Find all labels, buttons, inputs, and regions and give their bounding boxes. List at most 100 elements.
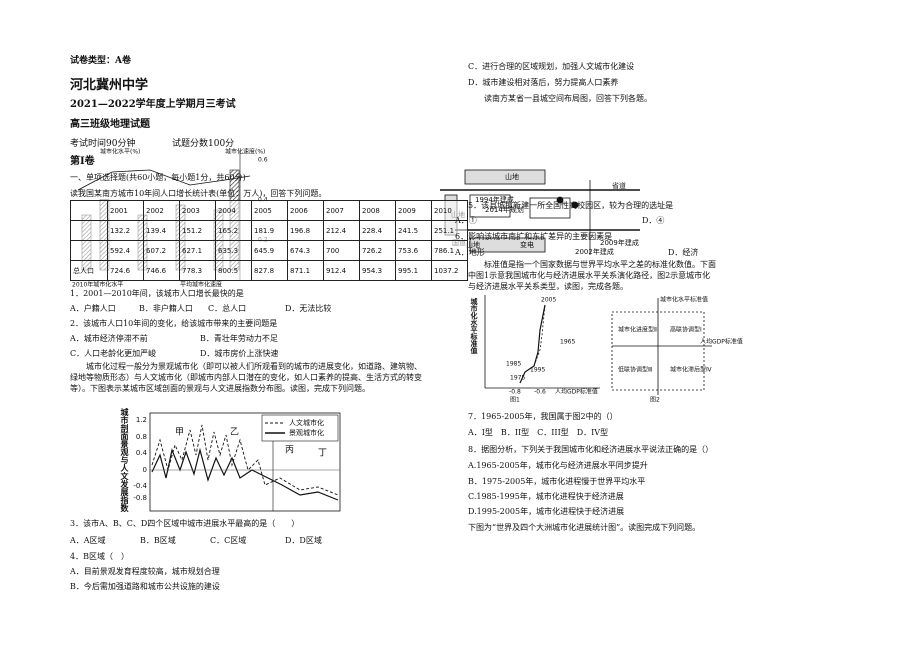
profile-legend-box	[261, 414, 339, 442]
value-cell: 995.1	[395, 260, 432, 281]
year-cell: 2010	[431, 200, 468, 221]
year-cell: 2004	[215, 200, 252, 221]
year-point-label: 1985	[506, 361, 521, 368]
text-line: 一、单项选择题(共60小题，每小题1分，共60分)	[70, 173, 246, 182]
value-cell: 726.2	[359, 240, 396, 261]
text-line: 2．该城市人口10年间的变化，给该城市带来的主要问题是	[70, 319, 278, 328]
text-line: B．青壮年劳动力不足	[200, 334, 278, 343]
year-cell: 2005	[251, 200, 288, 221]
year-point-label: 1995	[530, 367, 545, 374]
value-cell: 212.4	[323, 220, 360, 241]
figure-caption: 图1	[510, 397, 520, 404]
value-cell: 674.3	[287, 240, 324, 261]
value-cell: 592.4	[107, 240, 144, 261]
year-point-label: 1965	[560, 339, 575, 346]
corner-cell	[70, 200, 108, 221]
value-cell: 778.3	[179, 260, 216, 281]
year-cell: 2008	[359, 200, 396, 221]
text-line: C．C区域	[210, 536, 247, 545]
text-line: 2021—2022学年度上学期月三考试	[70, 99, 236, 110]
value-cell: 635.3	[215, 240, 252, 261]
text-line: 5．该县城拟新建一所全国性高校园区，较为合理的选址是	[468, 201, 674, 210]
text-line: D．城市房价上涨快速	[200, 349, 279, 358]
value-cell: 786.1	[431, 240, 468, 261]
humanistic-curve	[151, 424, 339, 496]
paragraph: 标准值是指一个国家数据与世界平均水平之差的标准化数值。下面中图1示意我国城市化与…	[468, 260, 716, 291]
map-label: 2014年规划	[485, 205, 524, 214]
text-line: C.1985-1995年，城市化进程快于经济进展	[468, 492, 624, 501]
text-line: 试题分数100分	[172, 139, 235, 149]
fig-types	[611, 298, 712, 395]
y-tick-label: 0	[143, 466, 147, 474]
x-axis-label: 人均GDP标准值	[700, 338, 743, 346]
value-cell: 132.2	[107, 220, 144, 241]
fig-evolution	[484, 295, 600, 389]
chart-text: 0.6	[258, 157, 268, 164]
text-line: A.1965-2005年，城市化与经济进展水平同步提升	[468, 461, 648, 470]
year-cell: 2001	[107, 200, 144, 221]
map-label: 2002年建成	[575, 247, 614, 256]
value-cell: 196.8	[287, 220, 324, 241]
row-label	[70, 220, 108, 241]
text-line: D.1995-2005年，城市化进程快于经济进展	[468, 507, 625, 516]
figure-caption: 图2	[650, 397, 660, 404]
map-label: 山地	[466, 240, 480, 249]
value-cell: 165.2	[215, 220, 252, 241]
value-cell: 746.6	[143, 260, 180, 281]
text-line: A．城市经济停滞不前	[70, 334, 148, 343]
value-cell: 645.9	[251, 240, 288, 261]
value-cell: 871.1	[287, 260, 324, 281]
chart-text: 城市化速度(%)	[225, 148, 265, 156]
y-axis-label: 城市化水平标准值	[660, 296, 708, 304]
quadrant-label: 低联协调型Ⅲ	[618, 366, 652, 374]
text-line: C．总人口	[208, 304, 247, 313]
y-axis-label: 城市化水平标准值	[470, 298, 479, 354]
text-line: A．①	[455, 216, 477, 225]
quadrant-label: 高联协调型Ⅰ	[670, 326, 702, 334]
text-line: 河北冀州中学	[70, 78, 149, 93]
value-cell: 181.9	[251, 220, 288, 241]
year-cell: 2006	[287, 200, 324, 221]
row-label	[70, 240, 108, 261]
text-line: B．B区域	[140, 536, 176, 545]
value-cell: 607.2	[143, 240, 180, 261]
value-cell: 954.3	[359, 260, 396, 281]
text-line: A．I型 B．II型 C．III型 D．IV型	[468, 428, 609, 437]
text-line: B．1975-2005年，城市化进程慢于世界平均水平	[468, 477, 646, 486]
text-line: 试卷类型：A卷	[70, 56, 131, 66]
quadrant-label: 城市化滞后型Ⅳ	[670, 366, 712, 374]
speed-line-decor	[77, 169, 251, 191]
text-line: 8．据图分析，下列关于我国城市化和经济进展水平说法正确的是（）	[468, 445, 714, 454]
year-cell: 2003	[179, 200, 216, 221]
y-axis-label: 城市剖面景观与人文发展指数	[120, 408, 130, 512]
text-line: D．城市建设相对落后，努力提高人口素养	[468, 78, 619, 87]
map-label: 1994年建成	[475, 195, 514, 204]
value-cell: 827.8	[251, 260, 288, 281]
map-label: 变电	[520, 240, 534, 249]
paragraph: 城市化过程一般分为景观城市化（即可以被人们所观看到的城市的进展变化，如道路、建筑…	[70, 362, 422, 393]
value-cell: 1037.2	[431, 260, 468, 281]
text-line: 读南方某省一县城空间布局图，回答下列各题。	[484, 94, 652, 103]
zone-label: 乙	[230, 427, 239, 438]
text-line: 下图为“世界及四个大洲城市化进展统计图”。读图完成下列问题。	[468, 523, 701, 532]
text-line: 读我国某南方城市10年间人口增长统计表(单位：万人)，回答下列问题。	[70, 189, 327, 198]
x-tick-label: -0.6	[534, 389, 546, 396]
text-line: C．人口老龄化更加严峻	[70, 349, 157, 358]
value-cell: 139.4	[143, 220, 180, 241]
zone-label: 甲	[175, 427, 184, 438]
text-line: D．经济	[668, 248, 699, 257]
profile-frame	[149, 412, 341, 512]
text-line: A．A区域	[70, 536, 106, 545]
value-cell: 724.6	[107, 260, 144, 281]
row-label: 总人口	[70, 260, 108, 281]
legend-label: 景观城市化	[289, 428, 324, 437]
zone-label: 丙	[285, 445, 294, 456]
year-cell: 2007	[323, 200, 360, 221]
y-tick-label: -0.8	[133, 494, 147, 502]
text-line: 第Ⅰ卷	[70, 156, 95, 167]
y-tick-label: 0.8	[136, 433, 147, 441]
zone-label: 丁	[318, 449, 327, 459]
map-label: 2009年建成	[600, 238, 639, 247]
y-tick-label: -0.4	[133, 482, 147, 490]
